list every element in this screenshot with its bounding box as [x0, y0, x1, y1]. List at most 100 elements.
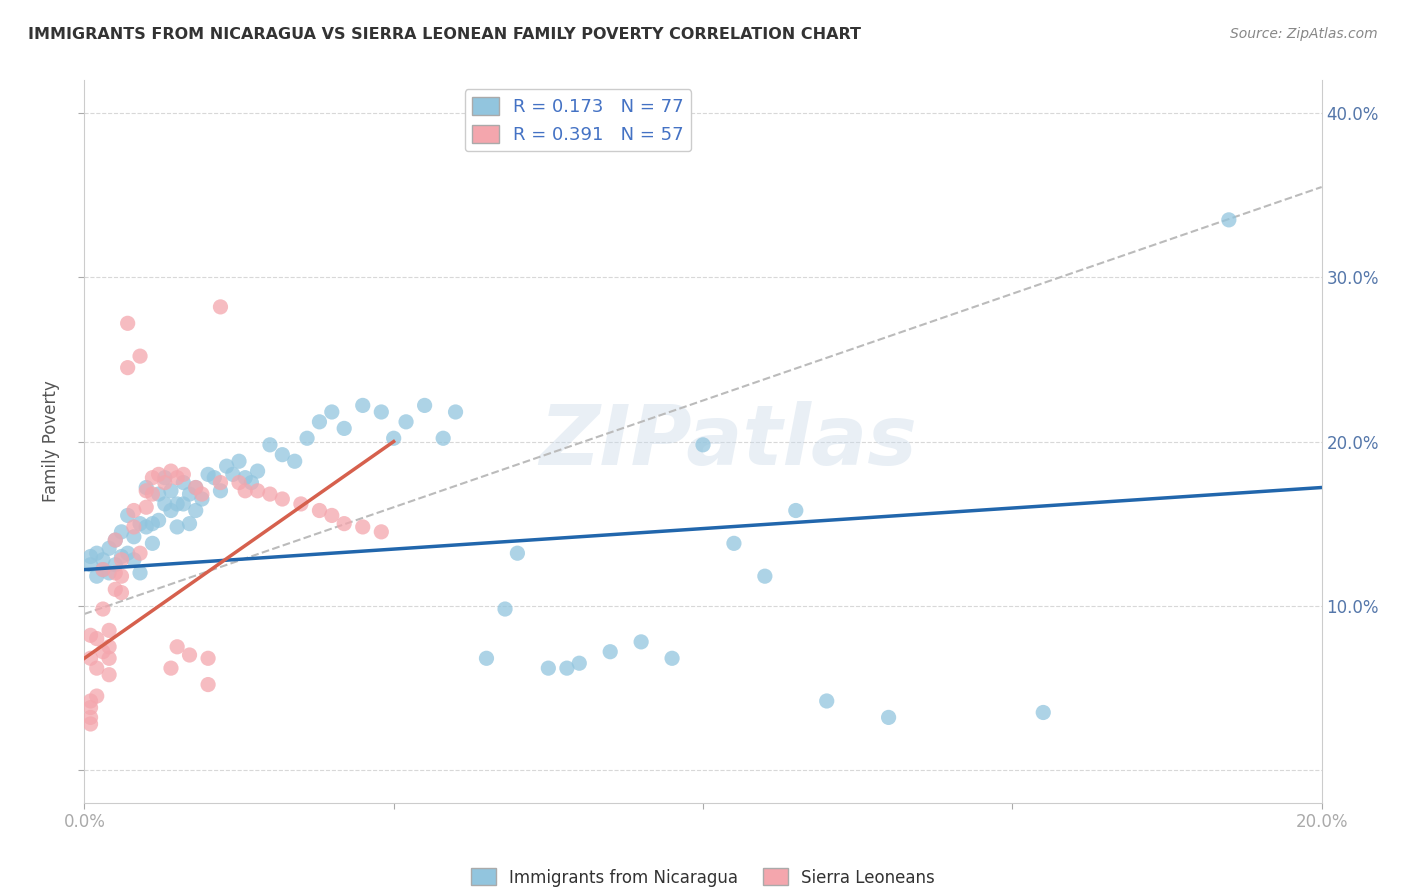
Point	[202, 470, 225, 484]
Point	[86, 661, 108, 675]
Point	[692, 438, 714, 452]
Point	[148, 467, 170, 482]
Point	[153, 470, 176, 484]
Point	[122, 503, 145, 517]
Point	[129, 566, 152, 580]
Point	[104, 582, 127, 597]
Point	[333, 421, 356, 435]
Point	[166, 640, 188, 654]
Point	[271, 491, 294, 506]
Point	[568, 657, 591, 671]
Point	[166, 520, 188, 534]
Point	[122, 553, 145, 567]
Point	[117, 316, 139, 330]
Point	[333, 516, 356, 531]
Point	[104, 533, 127, 547]
Y-axis label: Family Poverty: Family Poverty	[42, 381, 60, 502]
Point	[370, 405, 392, 419]
Point	[209, 475, 232, 490]
Point	[110, 553, 132, 567]
Point	[754, 569, 776, 583]
Point	[122, 520, 145, 534]
Point	[209, 300, 232, 314]
Point	[432, 431, 454, 445]
Point	[153, 497, 176, 511]
Point	[191, 491, 214, 506]
Point	[506, 546, 529, 560]
Point	[191, 487, 214, 501]
Point	[79, 717, 101, 731]
Point	[117, 508, 139, 523]
Point	[661, 651, 683, 665]
Point	[321, 508, 343, 523]
Point	[110, 549, 132, 564]
Point	[172, 467, 194, 482]
Point	[785, 503, 807, 517]
Point	[110, 585, 132, 599]
Point	[284, 454, 307, 468]
Point	[86, 546, 108, 560]
Point	[79, 694, 101, 708]
Point	[184, 503, 207, 517]
Point	[86, 632, 108, 646]
Point	[160, 464, 183, 478]
Point	[148, 513, 170, 527]
Point	[79, 700, 101, 714]
Point	[135, 483, 157, 498]
Point	[352, 398, 374, 412]
Point	[246, 483, 269, 498]
Point	[555, 661, 578, 675]
Point	[148, 487, 170, 501]
Point	[395, 415, 418, 429]
Point	[160, 661, 183, 675]
Point	[321, 405, 343, 419]
Point	[141, 470, 163, 484]
Point	[79, 549, 101, 564]
Point	[141, 487, 163, 501]
Point	[1032, 706, 1054, 720]
Point	[91, 602, 114, 616]
Point	[117, 546, 139, 560]
Point	[197, 677, 219, 691]
Point	[240, 475, 263, 490]
Point	[104, 558, 127, 572]
Point	[172, 475, 194, 490]
Legend: Immigrants from Nicaragua, Sierra Leoneans: Immigrants from Nicaragua, Sierra Leonea…	[464, 862, 942, 892]
Point	[1218, 212, 1240, 227]
Point	[215, 459, 238, 474]
Point	[160, 483, 183, 498]
Point	[246, 464, 269, 478]
Point	[86, 569, 108, 583]
Point	[86, 689, 108, 703]
Point	[228, 454, 250, 468]
Point	[259, 487, 281, 501]
Point	[79, 651, 101, 665]
Point	[91, 553, 114, 567]
Text: ZIPatlas: ZIPatlas	[538, 401, 917, 482]
Point	[308, 503, 330, 517]
Point	[98, 667, 121, 681]
Point	[184, 481, 207, 495]
Point	[110, 524, 132, 539]
Point	[110, 569, 132, 583]
Point	[79, 710, 101, 724]
Point	[179, 487, 201, 501]
Point	[233, 483, 256, 498]
Point	[166, 470, 188, 484]
Point	[91, 563, 114, 577]
Point	[877, 710, 900, 724]
Point	[228, 475, 250, 490]
Point	[79, 558, 101, 572]
Point	[98, 624, 121, 638]
Point	[91, 563, 114, 577]
Point	[184, 481, 207, 495]
Point	[98, 566, 121, 580]
Point	[179, 648, 201, 662]
Point	[295, 431, 318, 445]
Point	[141, 516, 163, 531]
Point	[308, 415, 330, 429]
Point	[723, 536, 745, 550]
Point	[172, 497, 194, 511]
Point	[135, 481, 157, 495]
Point	[122, 530, 145, 544]
